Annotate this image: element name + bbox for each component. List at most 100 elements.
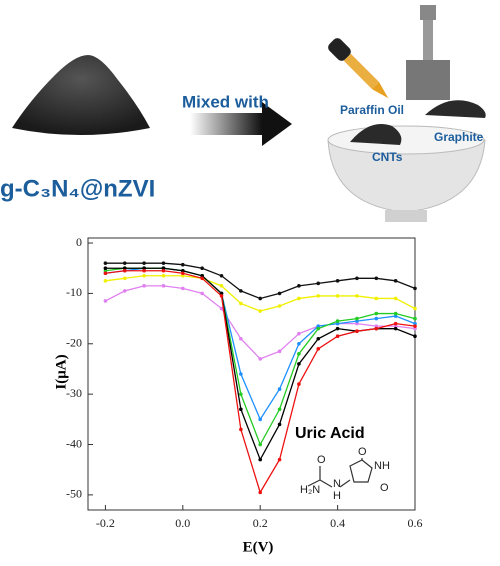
data-point [393, 279, 398, 283]
pestle-head [406, 60, 450, 100]
data-point [239, 372, 243, 376]
data-point [161, 284, 166, 288]
data-point [239, 407, 243, 412]
chart: E(V) I(μA) Uric Acid -0.2 0.0 0.2 0.4 0.6 0 -1… [53, 235, 422, 556]
data-point [355, 319, 359, 323]
illustration: g-C₃N₄@nZVI Mixed with Paraffin Oil Grap… [0, 5, 486, 222]
data-point [258, 357, 263, 361]
data-point [142, 273, 146, 278]
data-point [277, 291, 282, 296]
data-point [258, 309, 263, 313]
data-point [258, 457, 263, 462]
data-point [219, 294, 224, 298]
data-point [277, 304, 282, 308]
pestle-top [420, 5, 436, 20]
data-point [297, 362, 301, 366]
data-point [277, 422, 282, 427]
data-point [142, 266, 146, 271]
data-point [122, 289, 127, 293]
data-point [181, 262, 185, 267]
x-tick-label: 0.0 [175, 516, 190, 530]
data-point [258, 442, 263, 447]
data-point [413, 316, 417, 321]
data-point [103, 261, 108, 265]
data-point [103, 266, 108, 271]
y-tick-label: -10 [66, 285, 82, 299]
data-point [297, 284, 301, 288]
graphite-label: Graphite [434, 130, 484, 144]
data-point [393, 314, 398, 318]
pestle [423, 20, 433, 95]
data-point [355, 321, 359, 326]
data-point [374, 296, 379, 301]
data-point [316, 336, 321, 341]
data-point [335, 294, 340, 298]
data-point [335, 321, 340, 326]
data-point [181, 271, 185, 276]
data-point [355, 316, 359, 321]
data-point [103, 279, 108, 283]
data-point [239, 392, 243, 396]
data-point [297, 382, 301, 386]
data-point [316, 294, 321, 298]
data-point [200, 276, 204, 281]
data-point [335, 279, 340, 283]
data-point [355, 276, 359, 281]
data-point [393, 324, 398, 328]
data-point [219, 284, 224, 288]
x-tick-label: -0.2 [96, 516, 115, 530]
data-point [413, 321, 417, 326]
data-point [161, 273, 166, 278]
paraffin-label: Paraffin Oil [340, 103, 404, 117]
data-point [297, 352, 301, 356]
atom: H [333, 490, 341, 502]
data-point [297, 331, 301, 336]
data-point [297, 296, 301, 301]
data-point [316, 347, 321, 351]
data-point [103, 299, 108, 303]
data-point [103, 268, 108, 273]
data-point [355, 294, 359, 298]
y-tick-label: 0 [76, 235, 82, 249]
data-point [239, 427, 243, 432]
data-point [258, 417, 263, 422]
cnts-label: CNTs [372, 150, 403, 164]
molecule: H₂N O N H O NH O [300, 446, 390, 502]
powder-pile [12, 55, 150, 135]
atom: O [317, 454, 326, 466]
data-point [277, 349, 282, 354]
graphite-pile [425, 100, 486, 118]
data-point [181, 268, 185, 273]
data-point [374, 311, 379, 316]
series-line [105, 267, 416, 421]
cnt-pile [350, 124, 402, 145]
data-point [200, 291, 204, 296]
data-point [316, 326, 321, 331]
data-point [316, 281, 321, 286]
data-point [374, 326, 379, 331]
arrow-head [262, 102, 292, 146]
data-point [374, 324, 379, 328]
data-point [413, 324, 417, 328]
data-point [239, 336, 243, 341]
data-point [161, 261, 166, 265]
y-axis-label: I(μA) [53, 354, 69, 389]
data-point [122, 268, 127, 273]
data-point [122, 266, 127, 271]
atom: O [380, 482, 389, 494]
x-tick-label: 0.6 [408, 516, 423, 530]
data-point [103, 271, 108, 276]
series-line [105, 275, 416, 312]
x-tick-label: 0.4 [330, 516, 345, 530]
arrow-body [190, 113, 262, 135]
data-point [393, 321, 398, 326]
data-point [142, 284, 146, 288]
data-point [413, 286, 417, 291]
y-tick-label: -20 [66, 336, 82, 350]
data-point [142, 261, 146, 265]
data-point [277, 387, 282, 391]
atom: NH [374, 460, 390, 472]
atom: N [333, 478, 341, 490]
data-point [200, 266, 204, 271]
